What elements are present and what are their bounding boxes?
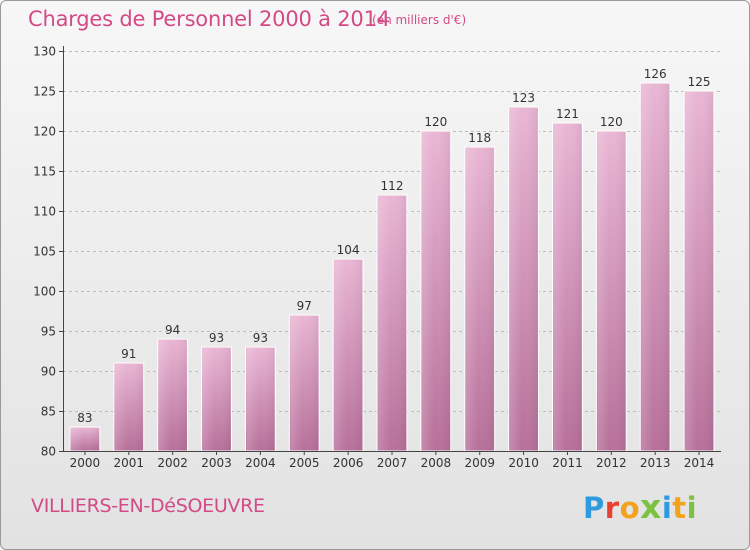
data-label: 125 (688, 75, 711, 89)
y-tick-label: 105 (33, 245, 56, 259)
bar-shine (71, 428, 99, 451)
bar-shine (421, 132, 450, 451)
data-label: 121 (556, 107, 579, 121)
bar-shine (114, 364, 143, 451)
x-tick-label: 2006 (333, 456, 364, 470)
bar-shine (158, 340, 187, 451)
data-label: 104 (337, 243, 360, 257)
bar-shine (553, 124, 582, 451)
bar-shine (246, 348, 275, 451)
bar-shine (202, 348, 231, 451)
data-label: 83 (77, 411, 92, 425)
x-tick-label: 2005 (289, 456, 320, 470)
chart-subtitle: (en milliers d'€) (372, 13, 467, 27)
data-label: 126 (644, 67, 667, 81)
bar-shine (465, 148, 494, 451)
x-tick-label: 2014 (684, 456, 715, 470)
proxiti-logo: Proxiti (583, 487, 697, 526)
x-tick-label: 2010 (508, 456, 539, 470)
data-label: 97 (297, 299, 312, 313)
x-tick-label: 2013 (640, 456, 671, 470)
x-tick-label: 2002 (157, 456, 188, 470)
x-tick-label: 2000 (70, 456, 101, 470)
data-label: 118 (468, 131, 491, 145)
x-tick-label: 2001 (114, 456, 145, 470)
data-label: 93 (209, 331, 224, 345)
commune-name: VILLIERS-EN-DéSOEUVRE (31, 495, 265, 517)
bar-shine (597, 132, 626, 451)
logo-letter: x (640, 487, 662, 526)
x-tick-label: 2003 (201, 456, 232, 470)
x-tick-label: 2011 (552, 456, 583, 470)
data-label: 91 (121, 347, 136, 361)
x-tick-label: 2004 (245, 456, 276, 470)
logo-letter: P (583, 491, 605, 525)
y-tick-label: 90 (41, 365, 56, 379)
data-label: 112 (381, 179, 404, 193)
y-tick-label: 85 (41, 405, 56, 419)
logo-letter: i (686, 491, 698, 525)
data-label: 123 (512, 91, 535, 105)
chart-title: Charges de Personnel 2000 à 2014 (28, 7, 390, 31)
bar-shine (334, 260, 363, 451)
y-tick-label: 100 (33, 285, 56, 299)
logo-letter: t (672, 491, 687, 525)
y-tick-label: 130 (33, 45, 56, 59)
x-tick-label: 2007 (377, 456, 408, 470)
bar-shine (641, 84, 670, 451)
logo-letter: o (619, 491, 641, 525)
y-tick-label: 125 (33, 85, 56, 99)
logo-letter: r (604, 491, 620, 525)
logo-letter: i (661, 491, 673, 525)
x-tick-label: 2009 (464, 456, 495, 470)
y-tick-label: 80 (41, 445, 56, 459)
y-tick-label: 115 (33, 165, 56, 179)
data-label: 120 (424, 115, 447, 129)
data-label: 120 (600, 115, 623, 129)
data-label: 94 (165, 323, 180, 337)
y-tick-label: 95 (41, 325, 56, 339)
bar-shine (290, 316, 319, 451)
x-tick-label: 2008 (421, 456, 452, 470)
data-label: 93 (253, 331, 268, 345)
x-tick-label: 2012 (596, 456, 627, 470)
y-tick-label: 110 (33, 205, 56, 219)
bar-shine (685, 92, 713, 451)
bar-shine (509, 108, 538, 451)
y-tick-label: 120 (33, 125, 56, 139)
bar-shine (378, 196, 406, 451)
